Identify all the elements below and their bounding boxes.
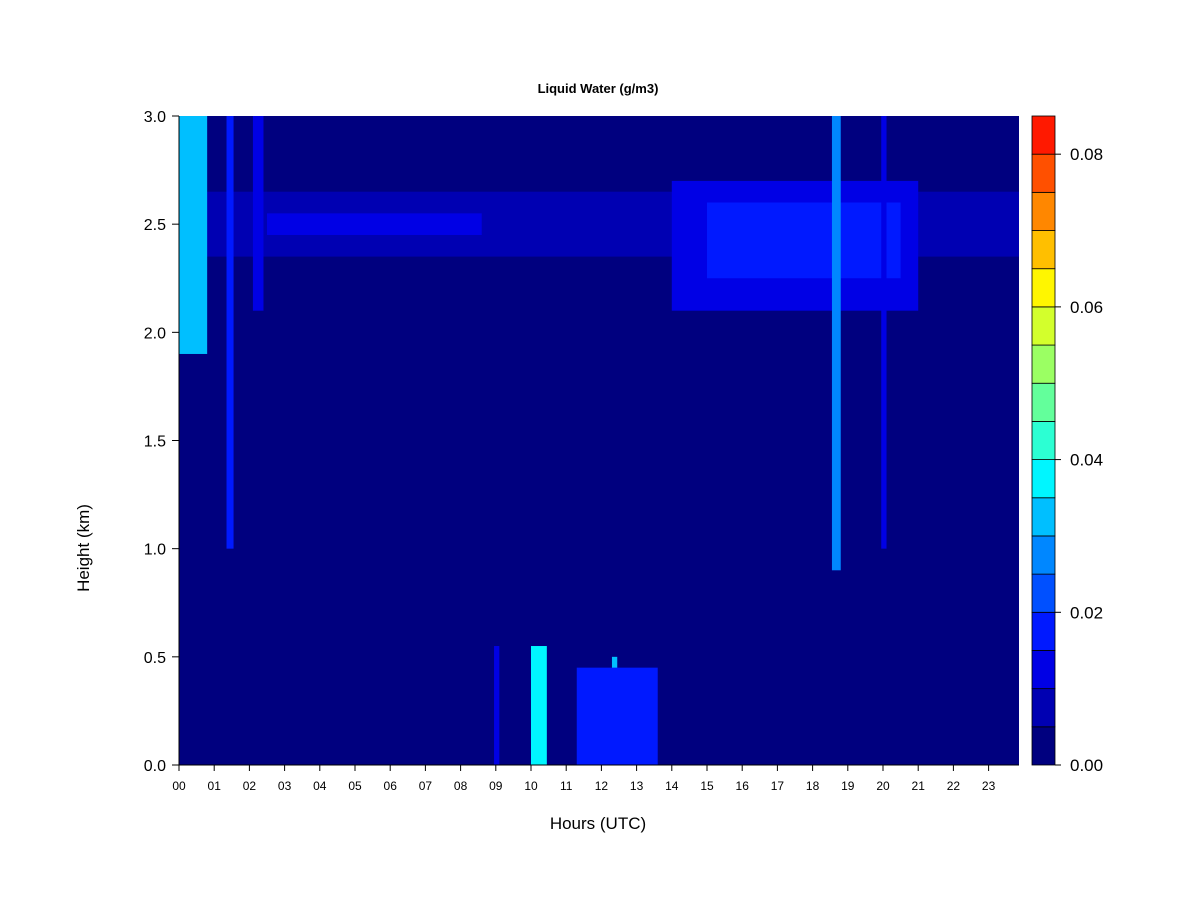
x-tick-label: 05: [348, 779, 362, 793]
colorbar-segment: [1031, 191, 1056, 231]
colorbar-segment: [1031, 268, 1056, 308]
x-tick-label: 11: [560, 779, 573, 793]
y-tick-label: 0.5: [144, 650, 166, 667]
colorbar: 0.00 0.02 0.04 0.06 0.08: [1031, 115, 1103, 775]
colorbar-segment: [1031, 650, 1056, 690]
colorbar-tick-label: 0.06: [1070, 298, 1103, 317]
x-tick-label: 19: [841, 779, 855, 793]
x-tick-label: 20: [876, 779, 890, 793]
y-tick-label: 2.5: [144, 217, 166, 234]
colorbar-segment: [1031, 115, 1056, 155]
x-tick-label: 09: [489, 779, 503, 793]
colorbar-tick-label: 0.02: [1070, 603, 1103, 622]
heatmap-feature: [226, 116, 234, 549]
x-tick-label: 00: [172, 779, 186, 793]
colorbar-segment: [1031, 497, 1056, 537]
colorbar-segment: [1031, 382, 1056, 422]
colorbar-segment: [1031, 688, 1056, 728]
x-tick-label: 01: [208, 779, 222, 793]
colorbar-tick-label: 0.00: [1070, 756, 1103, 775]
x-tick-label: 14: [665, 779, 679, 793]
colorbar-segment: [1031, 459, 1056, 499]
y-tick-label: 1.5: [144, 434, 166, 451]
colorbar-segment: [1031, 153, 1056, 193]
x-tick-label: 16: [736, 779, 750, 793]
x-tick-label: 04: [313, 779, 327, 793]
colorbar-tick-label: 0.04: [1070, 451, 1103, 470]
x-tick-label: 06: [384, 779, 398, 793]
colorbar-segment: [1031, 421, 1056, 460]
x-tick-label: 18: [806, 779, 820, 793]
colorbar-segment: [1031, 573, 1056, 613]
heatmap-plot-area: [179, 116, 1019, 765]
y-axis-label: Height (km): [74, 504, 93, 592]
colorbar-segment: [1031, 611, 1056, 651]
y-tick-label: 3.0: [144, 109, 166, 126]
colorbar-tick-label: 0.08: [1070, 145, 1103, 164]
heatmap-feature: [267, 213, 482, 235]
colorbar-segment: [1031, 726, 1056, 766]
x-tick-label: 15: [700, 779, 714, 793]
x-tick-label: 13: [630, 779, 644, 793]
heatmap-feature: [494, 646, 500, 765]
x-tick-label: 22: [947, 779, 961, 793]
x-tick-label: 21: [912, 779, 926, 793]
chart-title: Liquid Water (g/m3): [538, 81, 659, 96]
x-tick-label: 03: [278, 779, 292, 793]
x-tick-label: 02: [243, 779, 257, 793]
colorbar-segment: [1031, 306, 1056, 346]
heatmap-feature: [252, 116, 264, 311]
x-tick-label: 23: [982, 779, 996, 793]
heatmap-feature: [531, 646, 547, 765]
heatmap-feature: [881, 116, 887, 549]
heatmap-feature: [707, 202, 901, 279]
colorbar-segment: [1031, 344, 1056, 384]
y-tick-label: 2.0: [144, 325, 166, 342]
x-tick-label: 12: [595, 779, 609, 793]
axes: 0.0 0.5 1.0 1.5 2.0 2.5 3.0 00 01 02 03 04 05 06 07 08 0…: [144, 109, 1019, 793]
x-tick-label: 07: [419, 779, 433, 793]
heatmap-feature: [831, 116, 841, 571]
x-tick-label: 10: [524, 779, 538, 793]
x-tick-label: 08: [454, 779, 468, 793]
y-tick-label: 1.0: [144, 542, 166, 559]
colorbar-segment: [1031, 535, 1056, 575]
x-tick-label: 17: [771, 779, 785, 793]
heatmap-feature: [576, 667, 658, 765]
heatmap-feature: [179, 116, 208, 354]
x-axis-label: Hours (UTC): [550, 814, 646, 833]
colorbar-segment: [1031, 230, 1056, 270]
y-tick-label: 0.0: [144, 758, 166, 775]
